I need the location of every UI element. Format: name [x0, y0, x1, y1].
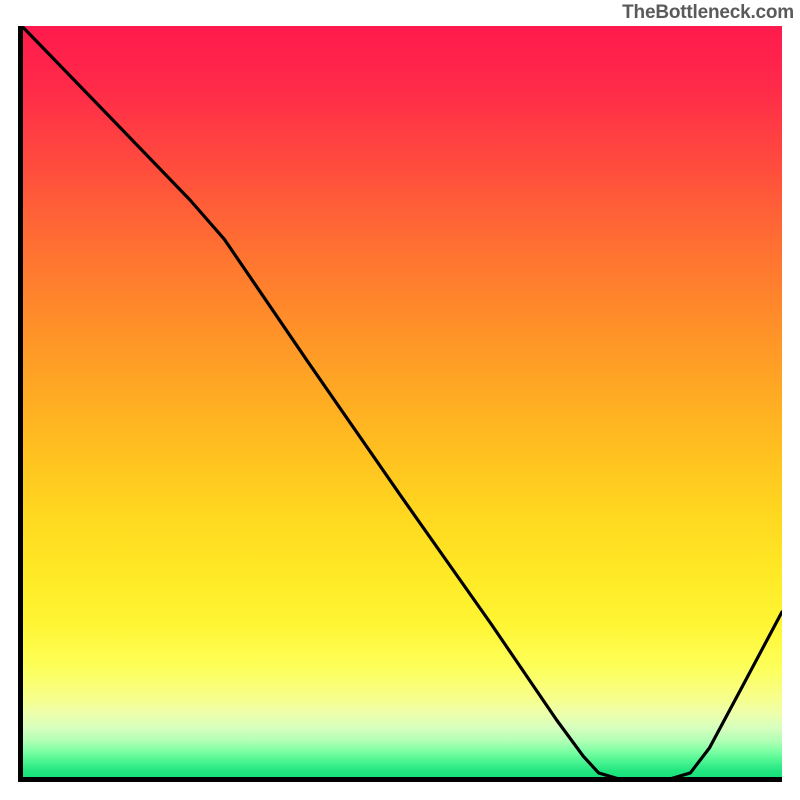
bottleneck-curve [22, 26, 782, 780]
chart-overlay-svg [18, 26, 782, 782]
source-caption: TheBottleneck.com [622, 2, 794, 24]
chart-plot-area [18, 26, 782, 782]
